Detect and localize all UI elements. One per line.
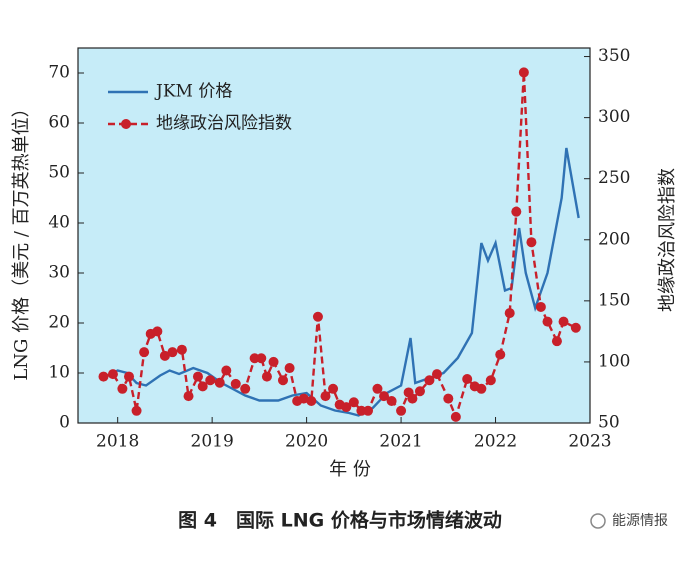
x-tick-label: 2019 [191,432,234,452]
y-tick-label: 70 [48,63,70,83]
data-point [205,375,216,386]
data-point [570,322,581,333]
data-point [139,347,150,358]
data-point [450,411,461,422]
plot-area [77,47,591,424]
x-tick-label: 2022 [474,432,517,452]
data-point [476,383,487,394]
y2-tick-label: 100 [598,351,630,371]
data-point [197,381,208,392]
data-point [372,383,383,394]
data-point [167,347,178,358]
data-point [535,301,546,312]
data-point [424,375,435,386]
data-point [117,383,128,394]
data-point [379,391,390,402]
data-point [107,369,118,380]
data-point [504,308,515,319]
y-tick-label: 60 [48,113,70,133]
y2-tick-label: 300 [598,107,630,127]
data-point [518,67,529,78]
data-point [558,316,569,327]
data-point [98,371,109,382]
x-tick-label: 2018 [96,432,139,452]
data-point [495,349,506,360]
data-point [386,396,397,407]
data-point [320,391,331,402]
y-tick-label: 40 [48,213,70,233]
x-tick-label: 2021 [379,432,422,452]
data-point [176,344,187,355]
data-point [443,393,454,404]
y2-tick-label: 350 [598,46,630,66]
watermark-icon [590,513,606,529]
data-point [348,397,359,408]
x-tick-label: 2023 [568,432,611,452]
data-point [526,237,537,248]
data-point [462,374,473,385]
data-point [485,375,496,386]
data-point [230,378,241,389]
y2-tick-label: 200 [598,229,630,249]
data-point [511,206,522,217]
legend-label: JKM 价格 [154,82,232,102]
x-axis-label: 年 份 [329,459,371,480]
data-point [268,356,279,367]
y2-tick-label: 250 [598,168,630,188]
y2-axis-label: 地缘政治风险指数 [657,168,678,312]
y-tick-label: 10 [48,363,70,383]
data-point [277,375,288,386]
data-point [183,391,194,402]
caption: 图 4 国际 LNG 价格与市场情绪波动 [178,509,502,532]
data-point [551,336,562,347]
watermark: 能源情报 [612,513,668,529]
data-point [414,386,425,397]
data-point [542,316,553,327]
data-point [431,369,442,380]
data-point [159,350,170,361]
legend-marker [121,119,131,129]
data-point [192,371,203,382]
y2-tick-label: 150 [598,290,630,310]
data-point [152,326,163,337]
data-point [396,405,407,416]
data-point [131,405,142,416]
data-point [214,377,225,388]
y-tick-label: 20 [48,313,70,333]
data-point [221,365,232,376]
data-point [124,371,135,382]
data-point [298,393,309,404]
data-point [312,311,323,322]
data-point [284,363,295,374]
data-point [328,383,339,394]
y-tick-label: 50 [48,163,70,183]
data-point [256,353,267,364]
data-point [363,405,374,416]
legend-label: 地缘政治风险指数 [156,114,292,134]
data-point [261,371,272,382]
y-tick-label: 30 [48,263,70,283]
x-tick-label: 2020 [285,432,328,452]
data-point [306,396,317,407]
y-axis-label: LNG 价格（美元 / 百万英热单位） [11,99,32,380]
data-point [240,383,251,394]
y-tick-label: 0 [59,413,70,433]
data-point [341,402,352,413]
data-point [407,393,418,404]
y2-tick-label: 50 [598,413,620,433]
